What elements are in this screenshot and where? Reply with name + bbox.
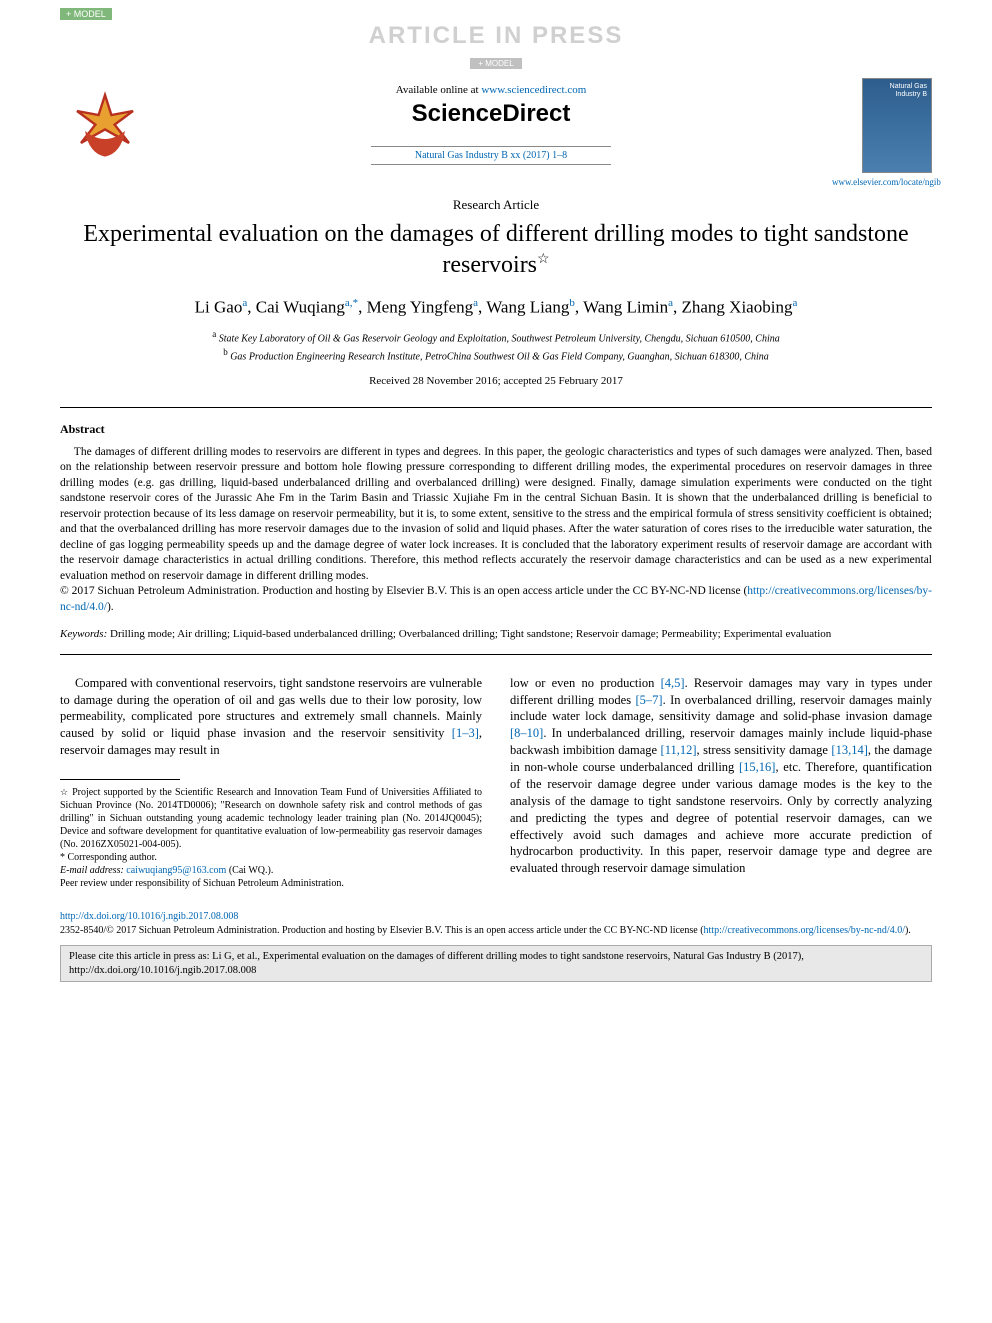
email-suffix: (Cai WQ.). [226, 865, 273, 876]
aff-b-text: Gas Production Engineering Research Inst… [228, 352, 769, 363]
journal-reference: Natural Gas Industry B xx (2017) 1–8 [371, 146, 611, 165]
ref-1-3[interactable]: [1–3] [452, 726, 479, 740]
author-5-aff: a [668, 297, 673, 309]
rule-bottom [60, 654, 932, 655]
left-text-a: Compared with conventional reservoirs, t… [60, 676, 482, 741]
publisher-logo [60, 78, 150, 168]
author-1-aff: a [242, 297, 247, 309]
body-columns: Compared with conventional reservoirs, t… [60, 675, 932, 890]
affiliation-b: b Gas Production Engineering Research In… [60, 346, 932, 364]
author-1: Li Gao [195, 298, 243, 317]
corr-text: Corresponding author. [65, 852, 157, 863]
author-5: Wang Limin [583, 298, 668, 317]
sun-logo-icon [65, 83, 145, 163]
ref-8-10[interactable]: [8–10] [510, 726, 543, 740]
corresponding-email-link[interactable]: caiwuqiang95@163.com [126, 865, 226, 876]
top-model-bar: + MODEL [60, 8, 932, 20]
abstract-body: The damages of different drilling modes … [60, 445, 932, 616]
abstract-copyright: © 2017 Sichuan Petroleum Administration.… [60, 585, 747, 597]
author-3-aff: a [473, 297, 478, 309]
ref-4-5[interactable]: [4,5] [661, 676, 685, 690]
citation-box: Please cite this article in press as: Li… [60, 945, 932, 982]
abstract-copyright-end: ). [107, 601, 114, 613]
issn-text: 2352-8540/© 2017 Sichuan Petroleum Admin… [60, 925, 704, 936]
body-para-right: low or even no production [4,5]. Reservo… [510, 675, 932, 878]
available-online-line: Available online at www.sciencedirect.co… [150, 84, 832, 96]
abstract-heading: Abstract [60, 422, 932, 437]
article-dates: Received 28 November 2016; accepted 25 F… [60, 375, 932, 387]
author-3: Meng Yingfeng [367, 298, 474, 317]
affiliations: a State Key Laboratory of Oil & Gas Rese… [60, 328, 932, 365]
ref-11-12[interactable]: [11,12] [661, 743, 697, 757]
small-model-badge: + MODEL [470, 58, 521, 69]
available-prefix: Available online at [396, 84, 482, 96]
ref-13-14[interactable]: [13,14] [831, 743, 867, 757]
sciencedirect-url-link[interactable]: www.sciencedirect.com [481, 84, 586, 96]
keywords-text: Drilling mode; Air drilling; Liquid-base… [107, 628, 831, 640]
title-footnote-star: ☆ [537, 252, 550, 267]
issn-end: ). [905, 925, 911, 936]
article-in-press-banner: ARTICLE IN PRESS [60, 22, 932, 50]
authors-line: Li Gaoa, Cai Wuqianga,*, Meng Yingfenga,… [60, 297, 932, 318]
right-text-e: , stress sensitivity damage [697, 743, 832, 757]
title-text: Experimental evaluation on the damages o… [83, 221, 908, 278]
author-6-aff: a [792, 297, 797, 309]
journal-cover-image: Natural Gas Industry B [862, 78, 932, 173]
body-para-left: Compared with conventional reservoirs, t… [60, 675, 482, 759]
footnote-corresponding: * Corresponding author. [60, 851, 482, 864]
author-2-aff: a, [345, 297, 353, 309]
rule-top [60, 407, 932, 408]
footnote-separator [60, 779, 180, 780]
author-4: Wang Liang [486, 298, 569, 317]
ref-5-7[interactable]: [5–7] [635, 693, 662, 707]
footnotes: ☆ Project supported by the Scientific Re… [60, 786, 482, 890]
header-block: Available online at www.sciencedirect.co… [60, 78, 932, 187]
bottom-block: http://dx.doi.org/10.1016/j.ngib.2017.08… [60, 910, 932, 982]
journal-cover-block: Natural Gas Industry B www.elsevier.com/… [832, 78, 932, 187]
article-title: Experimental evaluation on the damages o… [60, 219, 932, 281]
author-6: Zhang Xiaobing [682, 298, 793, 317]
model-badge: + MODEL [60, 8, 112, 20]
author-4-aff: b [569, 297, 575, 309]
abstract-text: The damages of different drilling modes … [60, 446, 932, 582]
elsevier-locate-link[interactable]: www.elsevier.com/locate/ngib [832, 177, 932, 187]
author-2: Cai Wuqiang [256, 298, 345, 317]
cover-title-text: Natural Gas Industry B [863, 83, 927, 98]
right-text-a: low or even no production [510, 676, 661, 690]
header-center: Available online at www.sciencedirect.co… [150, 78, 832, 165]
article-type: Research Article [60, 197, 932, 213]
aff-a-text: State Key Laboratory of Oil & Gas Reserv… [216, 333, 779, 344]
footnote-peer-review: Peer review under responsibility of Sich… [60, 877, 482, 890]
affiliation-a: a State Key Laboratory of Oil & Gas Rese… [60, 328, 932, 346]
author-2-corr: * [353, 297, 359, 309]
keywords: Keywords: Drilling mode; Air drilling; L… [60, 627, 932, 641]
bottom-license-link[interactable]: http://creativecommons.org/licenses/by-n… [704, 925, 905, 936]
left-column: Compared with conventional reservoirs, t… [60, 675, 482, 890]
doi-link[interactable]: http://dx.doi.org/10.1016/j.ngib.2017.08… [60, 911, 238, 922]
email-label: E-mail address: [60, 865, 126, 876]
sciencedirect-logo: ScienceDirect [150, 100, 832, 128]
issn-copyright-line: 2352-8540/© 2017 Sichuan Petroleum Admin… [60, 924, 932, 938]
footnote-project-text: Project supported by the Scientific Rese… [60, 787, 482, 850]
ref-15-16[interactable]: [15,16] [739, 760, 775, 774]
footnote-project: ☆ Project supported by the Scientific Re… [60, 786, 482, 851]
right-column: low or even no production [4,5]. Reservo… [510, 675, 932, 890]
footnote-star: ☆ [60, 787, 69, 797]
keywords-label: Keywords: [60, 628, 107, 640]
right-text-g: , etc. Therefore, quantification of the … [510, 760, 932, 875]
small-model-badge-wrap: + MODEL [60, 54, 932, 70]
footnote-email: E-mail address: caiwuqiang95@163.com (Ca… [60, 864, 482, 877]
